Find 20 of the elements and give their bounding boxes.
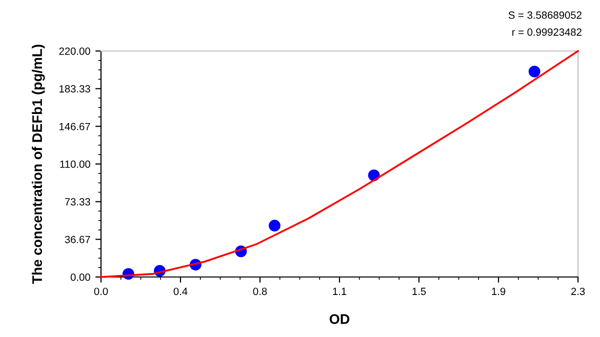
y-tick-label: 220.00 bbox=[59, 48, 90, 55]
y-tick-label: 73.33 bbox=[65, 198, 90, 206]
point bbox=[528, 66, 540, 78]
x-tick-label: 0.0 bbox=[94, 288, 108, 296]
x-tick-label: 2.3 bbox=[571, 288, 585, 296]
x-tick-label: 1.9 bbox=[492, 288, 506, 296]
x-axis-title: OD bbox=[330, 314, 350, 324]
x-tick-label: 0.8 bbox=[253, 288, 267, 296]
y-tick-label: 36.67 bbox=[64, 236, 90, 244]
point bbox=[268, 220, 280, 232]
y-tick-label: 110.00 bbox=[60, 160, 90, 168]
x-tick-label: 1.1 bbox=[333, 288, 346, 295]
x-tick-label: 1.5 bbox=[412, 288, 426, 296]
text: r = 0.99923482 bbox=[512, 28, 582, 36]
y-tick-label: 183.33 bbox=[60, 85, 90, 93]
y-tick-label: 146.67 bbox=[60, 122, 90, 130]
y-axis-title: The concentration of DEFb1 (pg/mL) bbox=[32, 44, 45, 284]
text: S = 3.58689052 bbox=[508, 11, 582, 19]
y-tick-label: 0.00 bbox=[70, 274, 90, 281]
x-tick-label: 0.4 bbox=[174, 288, 188, 296]
